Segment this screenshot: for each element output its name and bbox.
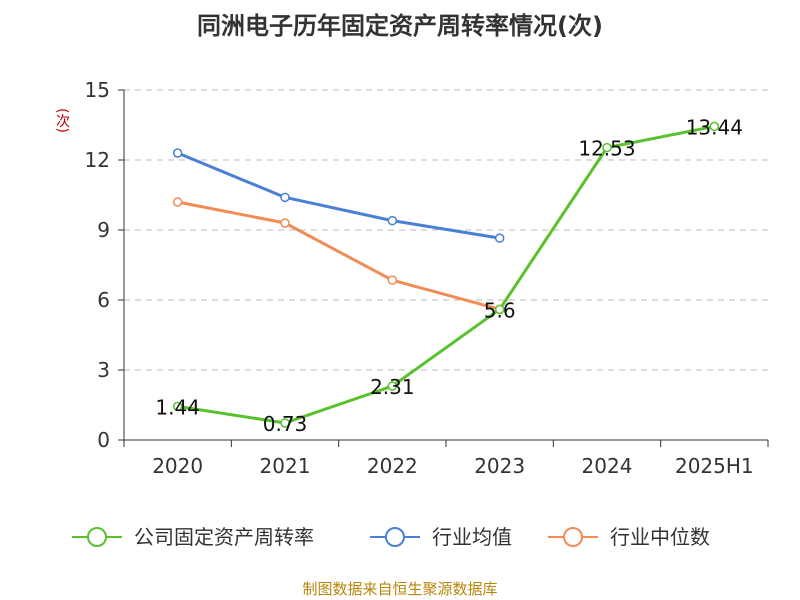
legend-marker [563, 527, 583, 547]
x-tick-label: 2024 [582, 454, 633, 478]
data-point [172, 148, 183, 158]
data-point [602, 142, 612, 153]
y-tick-label: 15 [85, 78, 110, 102]
source-note: 制图数据来自恒生聚源数据库 [302, 580, 498, 598]
legend-label: 行业中位数 [610, 525, 710, 549]
data-label: 13.44 [686, 115, 743, 139]
x-tick-label: 2020 [152, 454, 203, 478]
series-line [177, 124, 715, 425]
y-tick-label: 12 [85, 148, 110, 172]
y-tick-label: 9 [97, 218, 110, 242]
x-tick-label: 2022 [367, 454, 418, 478]
data-point [387, 275, 398, 285]
y-tick-label: 0 [97, 428, 110, 452]
data-point [387, 381, 398, 391]
y-axis-unit: (次) [54, 108, 70, 133]
data-point [280, 192, 290, 203]
data-point [280, 418, 290, 428]
data-label: 5.6 [484, 298, 516, 322]
series-line [177, 200, 501, 311]
data-point [172, 197, 183, 207]
data-point [709, 121, 720, 132]
legend-label: 行业均值 [432, 525, 512, 549]
data-point [172, 401, 183, 412]
data-point [494, 304, 505, 315]
x-tick-label: 2021 [260, 454, 311, 478]
data-label: 0.73 [263, 412, 308, 436]
legend-marker [87, 527, 107, 547]
legend-marker [385, 527, 405, 547]
data-point [494, 233, 505, 243]
data-label: 2.31 [370, 375, 415, 399]
data-point [387, 215, 398, 226]
data-point [280, 218, 290, 228]
series-line [177, 151, 500, 240]
y-tick-label: 3 [97, 358, 110, 382]
data-label: 1.44 [155, 395, 200, 419]
x-tick-label: 2025H1 [675, 454, 754, 478]
chart-title: 同洲电子历年固定资产周转率情况(次) [197, 12, 603, 40]
y-tick-label: 6 [97, 288, 110, 312]
data-label: 12.53 [578, 137, 635, 161]
x-tick-label: 2023 [474, 454, 525, 478]
legend-label: 公司固定资产周转率 [134, 525, 314, 549]
